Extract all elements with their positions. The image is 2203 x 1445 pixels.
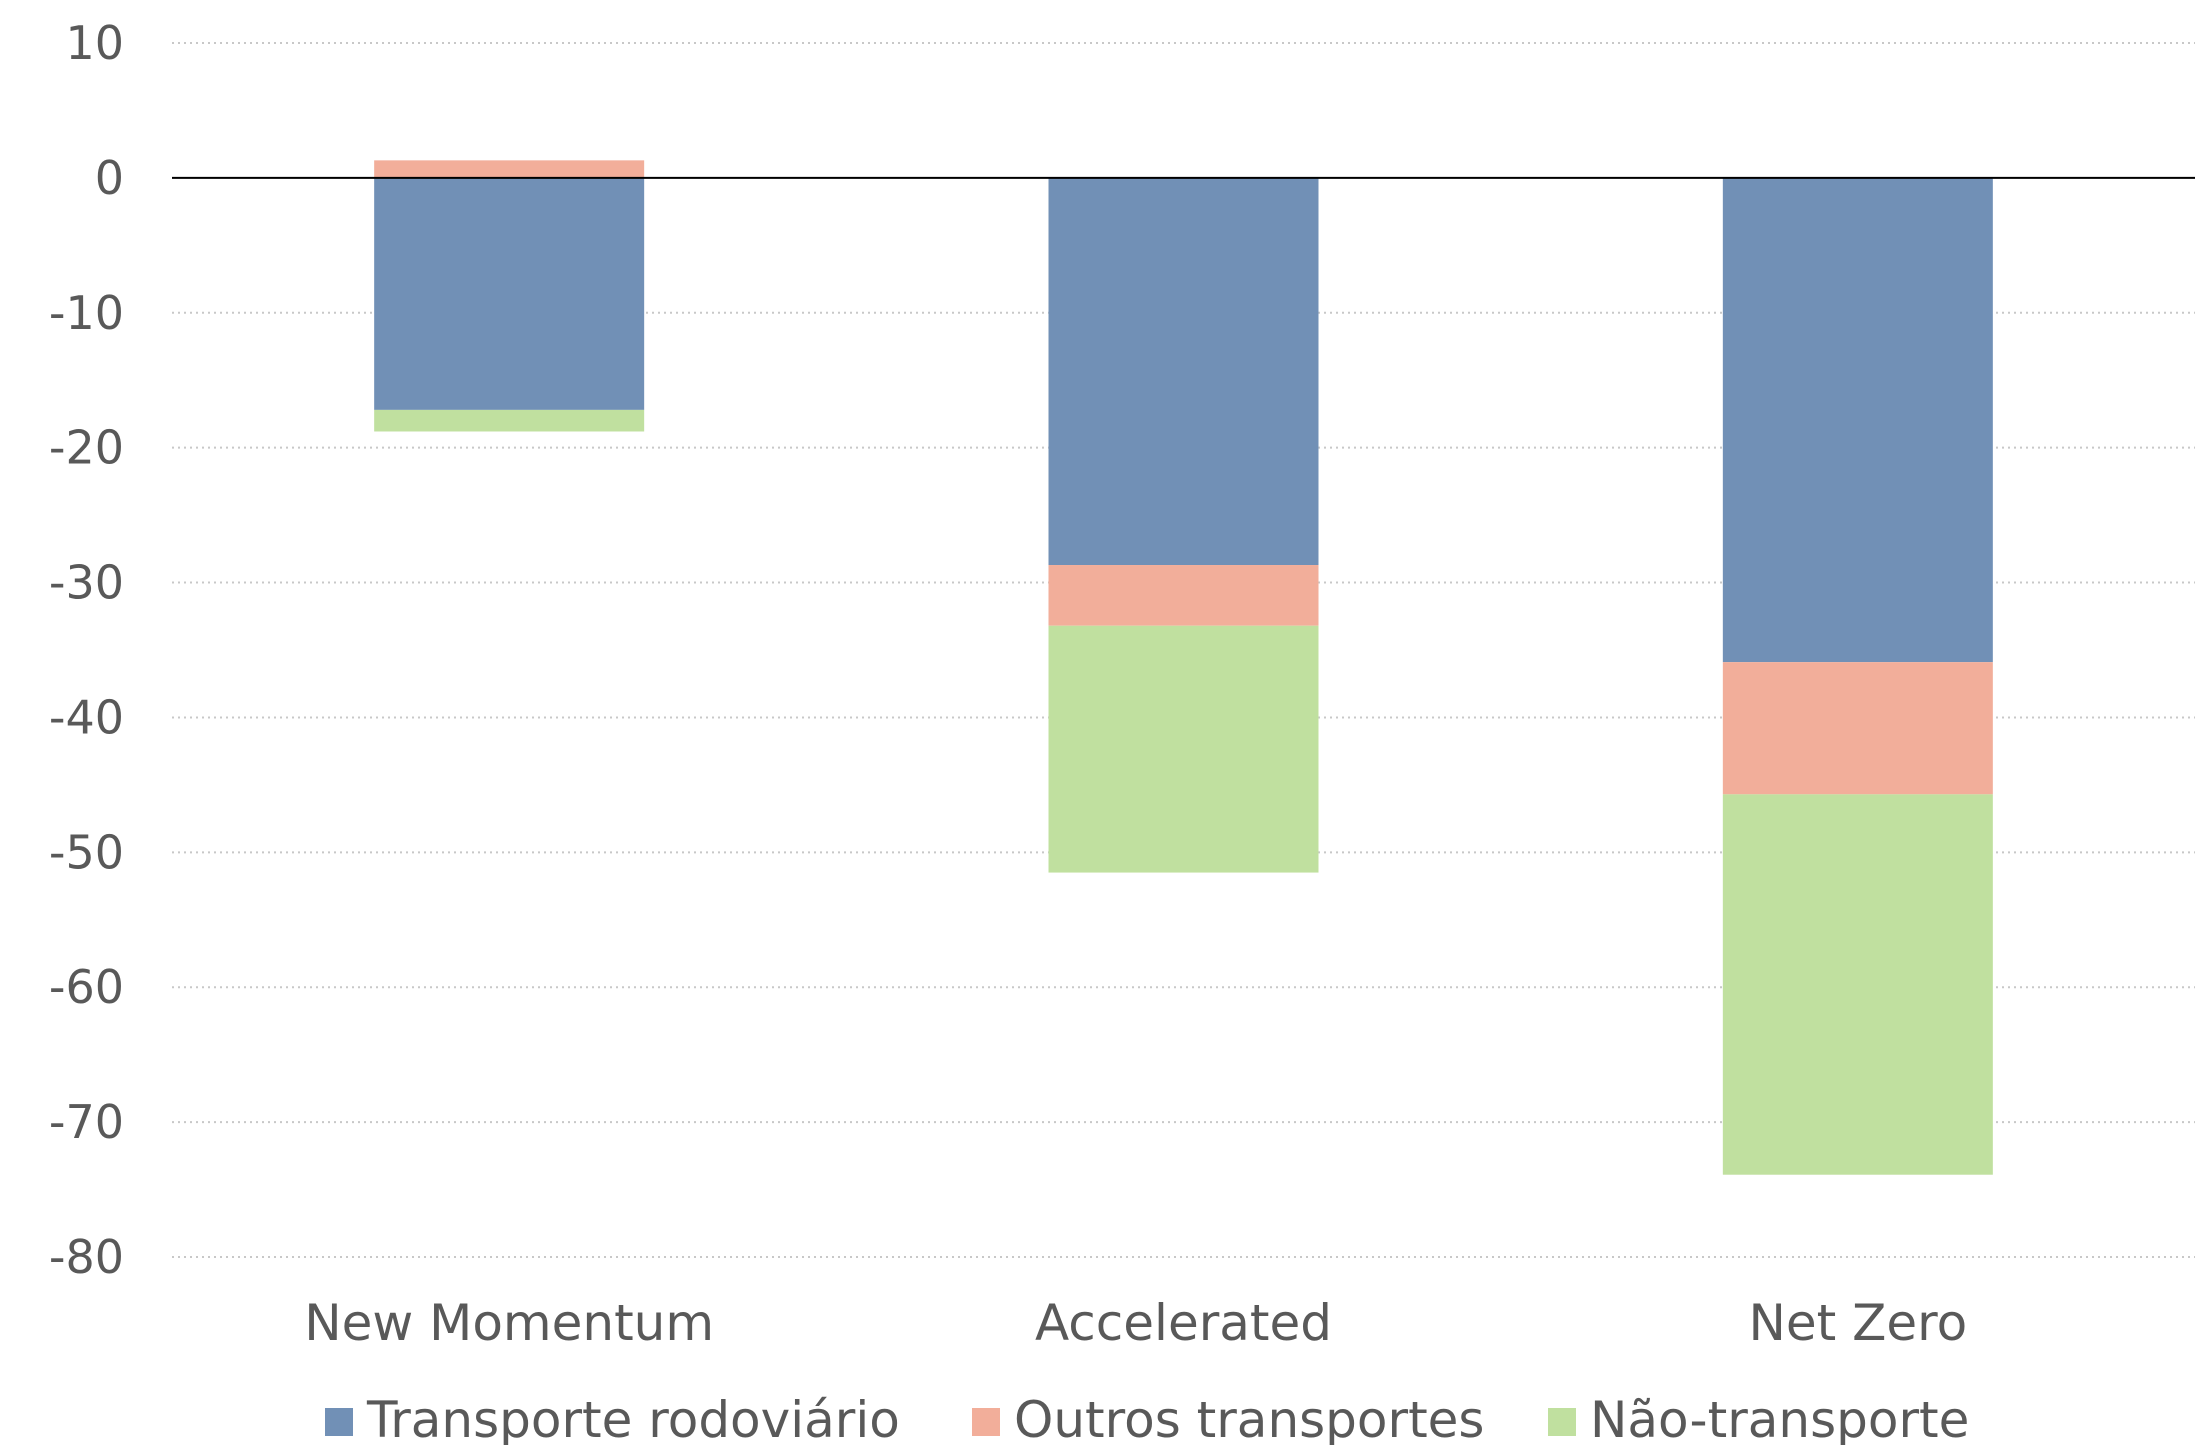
y-tick-label: -20 [49, 421, 124, 475]
bar-segment [1048, 625, 1319, 873]
bar-segment [1048, 565, 1319, 626]
legend-swatch [325, 1408, 353, 1436]
x-category-label: New Momentum [304, 1294, 714, 1352]
y-tick-label: -40 [49, 690, 124, 744]
bar-segment [374, 160, 645, 178]
x-category-label: Accelerated [1035, 1294, 1332, 1352]
y-tick-label: 0 [95, 151, 124, 205]
bar-segment [374, 177, 645, 410]
legend-label: Transporte rodoviário [366, 1391, 900, 1445]
legend-swatch [972, 1408, 1000, 1436]
x-category-label: Net Zero [1748, 1294, 1967, 1352]
legend-label: Não-transporte [1590, 1391, 1969, 1445]
x-axis-categories: New Momentum Accelerated Net Zero [304, 1294, 1967, 1352]
y-tick-label: -50 [49, 825, 124, 879]
legend-swatch [1548, 1408, 1576, 1436]
bar-segment [1722, 177, 1993, 663]
bars [374, 160, 1993, 1175]
y-axis-ticks: 10 0 -10 -20 -30 -40 -50 -60 -70 -80 [49, 16, 124, 1284]
y-tick-label: -80 [49, 1230, 124, 1284]
bar-segment [1722, 662, 1993, 795]
y-tick-label: -60 [49, 960, 124, 1014]
bar-segment [1722, 794, 1993, 1175]
y-tick-label: -10 [49, 286, 124, 340]
y-tick-label: -70 [49, 1095, 124, 1149]
legend-label: Outros transportes [1014, 1391, 1484, 1445]
bar-segment [1048, 177, 1319, 566]
bar-segment [374, 409, 645, 432]
legend: Transporte rodoviário Outros transportes N… [325, 1391, 1969, 1445]
y-tick-label: 10 [65, 16, 124, 70]
y-tick-label: -30 [49, 556, 124, 610]
